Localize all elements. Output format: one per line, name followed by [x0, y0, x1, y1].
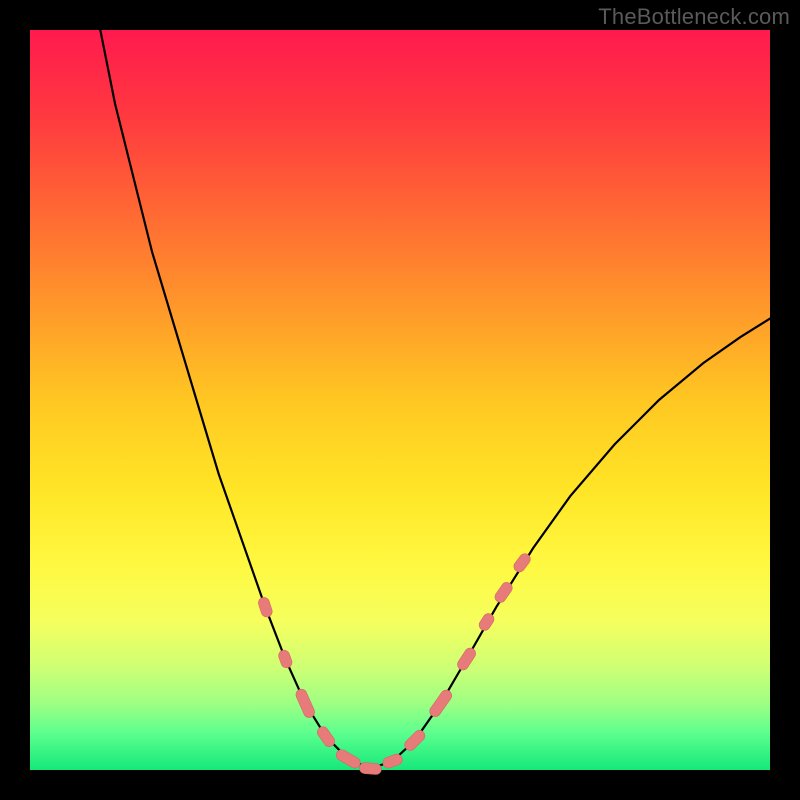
marker-point [359, 762, 382, 775]
watermark-text: TheBottleneck.com [598, 4, 790, 30]
bottleneck-chart [0, 0, 800, 800]
